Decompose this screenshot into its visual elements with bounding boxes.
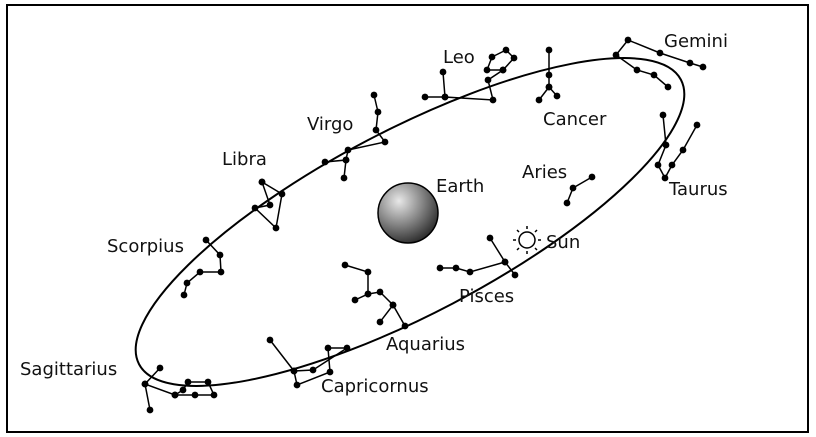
label: Leo: [443, 47, 475, 68]
libra-stars: [255, 182, 282, 228]
cancer-stars: [539, 50, 557, 100]
pisces-stars: [440, 238, 515, 275]
label: Libra: [222, 149, 267, 170]
sun-icon: [513, 226, 541, 254]
aquarius-stars: [345, 265, 405, 326]
label: Gemini: [664, 31, 728, 52]
zodiac-diagram: Leo Gemini Cancer Virgo Libra Aries Taur…: [0, 0, 816, 437]
label: Capricornus: [321, 376, 429, 397]
label: Taurus: [668, 179, 728, 200]
labels: Leo Gemini Cancer Virgo Libra Aries Taur…: [20, 31, 728, 397]
label: Sagittarius: [20, 359, 117, 380]
aries-stars: [567, 177, 592, 203]
label: Aquarius: [386, 334, 465, 355]
label: Sun: [546, 232, 580, 253]
label: Virgo: [307, 114, 353, 135]
label: Cancer: [543, 109, 607, 130]
earth-globe: [378, 183, 438, 243]
sagittarius-stars: [145, 368, 214, 410]
label: Aries: [522, 162, 567, 183]
label: Earth: [436, 176, 484, 197]
label: Scorpius: [107, 236, 184, 257]
taurus-stars: [658, 115, 697, 178]
label: Pisces: [459, 286, 514, 307]
scorpius-stars: [184, 240, 221, 295]
